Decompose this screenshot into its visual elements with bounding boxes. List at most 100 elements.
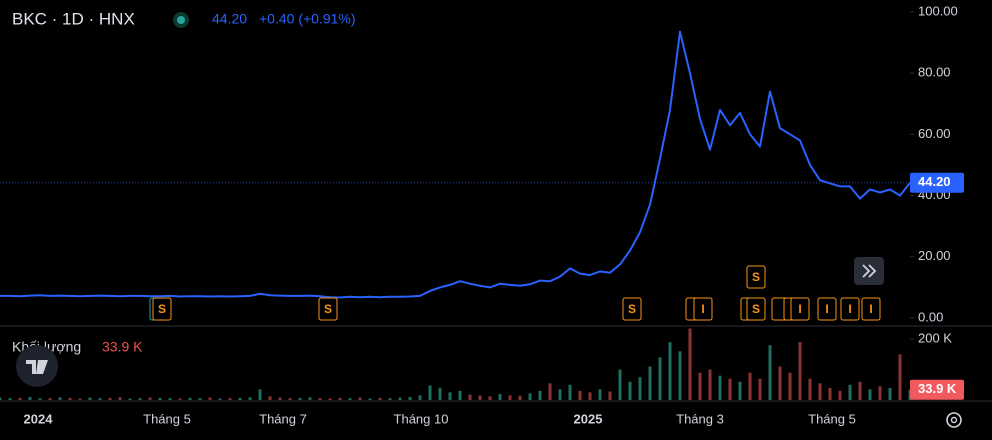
volume-bar xyxy=(738,381,742,400)
x-tick-label: 2024 xyxy=(24,411,54,426)
volume-bar xyxy=(388,398,392,400)
volume-last: 33.9 K xyxy=(102,339,143,355)
x-tick-label: Tháng 5 xyxy=(143,411,191,426)
volume-bar xyxy=(408,396,412,400)
volume-bar xyxy=(598,389,602,400)
volume-bar xyxy=(248,397,252,400)
event-marker xyxy=(622,297,642,321)
volume-bar xyxy=(778,366,782,400)
volume-bar xyxy=(568,384,572,400)
event-marker xyxy=(790,297,810,321)
volume-bar xyxy=(768,345,772,400)
event-marker xyxy=(318,297,338,321)
volume-tag xyxy=(910,379,964,400)
event-label: S xyxy=(752,302,760,316)
event-marker xyxy=(861,297,881,321)
volume-bar xyxy=(478,395,482,400)
x-tick-label: Tháng 7 xyxy=(259,411,307,426)
event-marker xyxy=(152,297,172,321)
event-marker xyxy=(840,297,860,321)
event-label: S xyxy=(324,302,332,316)
volume-bar xyxy=(878,386,882,400)
settings-button[interactable] xyxy=(946,412,962,428)
volume-bar xyxy=(208,397,212,400)
logo xyxy=(16,345,58,387)
volume-bar xyxy=(748,372,752,400)
volume-bar xyxy=(578,390,582,400)
status-dot xyxy=(177,16,185,24)
volume-bar xyxy=(48,398,52,400)
volume-bar xyxy=(398,397,402,400)
volume-bar xyxy=(178,398,182,400)
volume-bar xyxy=(518,395,522,400)
volume-bar xyxy=(658,357,662,400)
event-marker xyxy=(746,297,766,321)
volume-bar xyxy=(708,369,712,400)
event-label: I xyxy=(869,302,872,316)
event-marker xyxy=(817,297,837,321)
volume-bar xyxy=(438,387,442,400)
volume-bar xyxy=(38,398,42,400)
volume-bar xyxy=(498,393,502,400)
y-tick-label: 0.00 xyxy=(918,309,943,324)
volume-bar xyxy=(868,389,872,400)
volume-bar xyxy=(618,369,622,400)
event-label: S xyxy=(752,270,760,284)
volume-bar xyxy=(558,389,562,400)
y-tick-label: 100.00 xyxy=(918,3,958,18)
volume-bar xyxy=(548,383,552,400)
volume-bar xyxy=(278,397,282,400)
volume-bar xyxy=(848,384,852,400)
symbol-title: BKC · 1D · HNX xyxy=(12,9,135,28)
volume-bar xyxy=(608,391,612,400)
volume-bar xyxy=(638,377,642,400)
volume-bar xyxy=(788,372,792,400)
event-label: S xyxy=(158,302,166,316)
volume-bar xyxy=(838,390,842,400)
volume-tag-label: 33.9 K xyxy=(918,381,957,396)
volume-bar xyxy=(328,398,332,400)
volume-bar xyxy=(8,398,12,400)
volume-bar xyxy=(158,397,162,400)
volume-bar xyxy=(588,392,592,400)
last-price-tag xyxy=(910,172,964,193)
volume-bar xyxy=(718,375,722,400)
volume-bar xyxy=(218,398,222,400)
volume-bar xyxy=(898,354,902,400)
event-label: I xyxy=(798,302,801,316)
volume-bar xyxy=(648,366,652,400)
event-marker xyxy=(693,297,713,321)
volume-bar xyxy=(98,398,102,400)
volume-bar xyxy=(348,398,352,400)
volume-bar xyxy=(508,395,512,400)
volume-bar xyxy=(18,397,22,400)
volume-tick-label: 200 K xyxy=(918,331,952,346)
volume-bar xyxy=(728,378,732,400)
volume-bar xyxy=(858,381,862,400)
volume-bar xyxy=(228,398,232,400)
volume-bar xyxy=(488,396,492,400)
event-label: S xyxy=(628,302,636,316)
y-tick-label: 60.00 xyxy=(918,126,951,141)
volume-bar xyxy=(688,328,692,400)
volume-bar xyxy=(888,387,892,400)
volume-bar xyxy=(308,397,312,400)
event-marker xyxy=(746,265,766,289)
volume-bar xyxy=(468,394,472,400)
volume-bar xyxy=(108,397,112,400)
volume-bar xyxy=(188,397,192,400)
volume-bar xyxy=(368,398,372,400)
volume-bar xyxy=(428,385,432,400)
volume-bar xyxy=(798,342,802,400)
volume-bar xyxy=(298,397,302,400)
scroll-button[interactable] xyxy=(854,257,884,285)
volume-bar xyxy=(358,397,362,400)
volume-bar xyxy=(128,398,132,400)
volume-bar xyxy=(118,397,122,400)
x-tick-label: Tháng 5 xyxy=(808,411,856,426)
volume-bar xyxy=(58,397,62,400)
volume-bar xyxy=(68,397,72,400)
volume-bar xyxy=(28,396,32,400)
volume-bar xyxy=(318,398,322,400)
